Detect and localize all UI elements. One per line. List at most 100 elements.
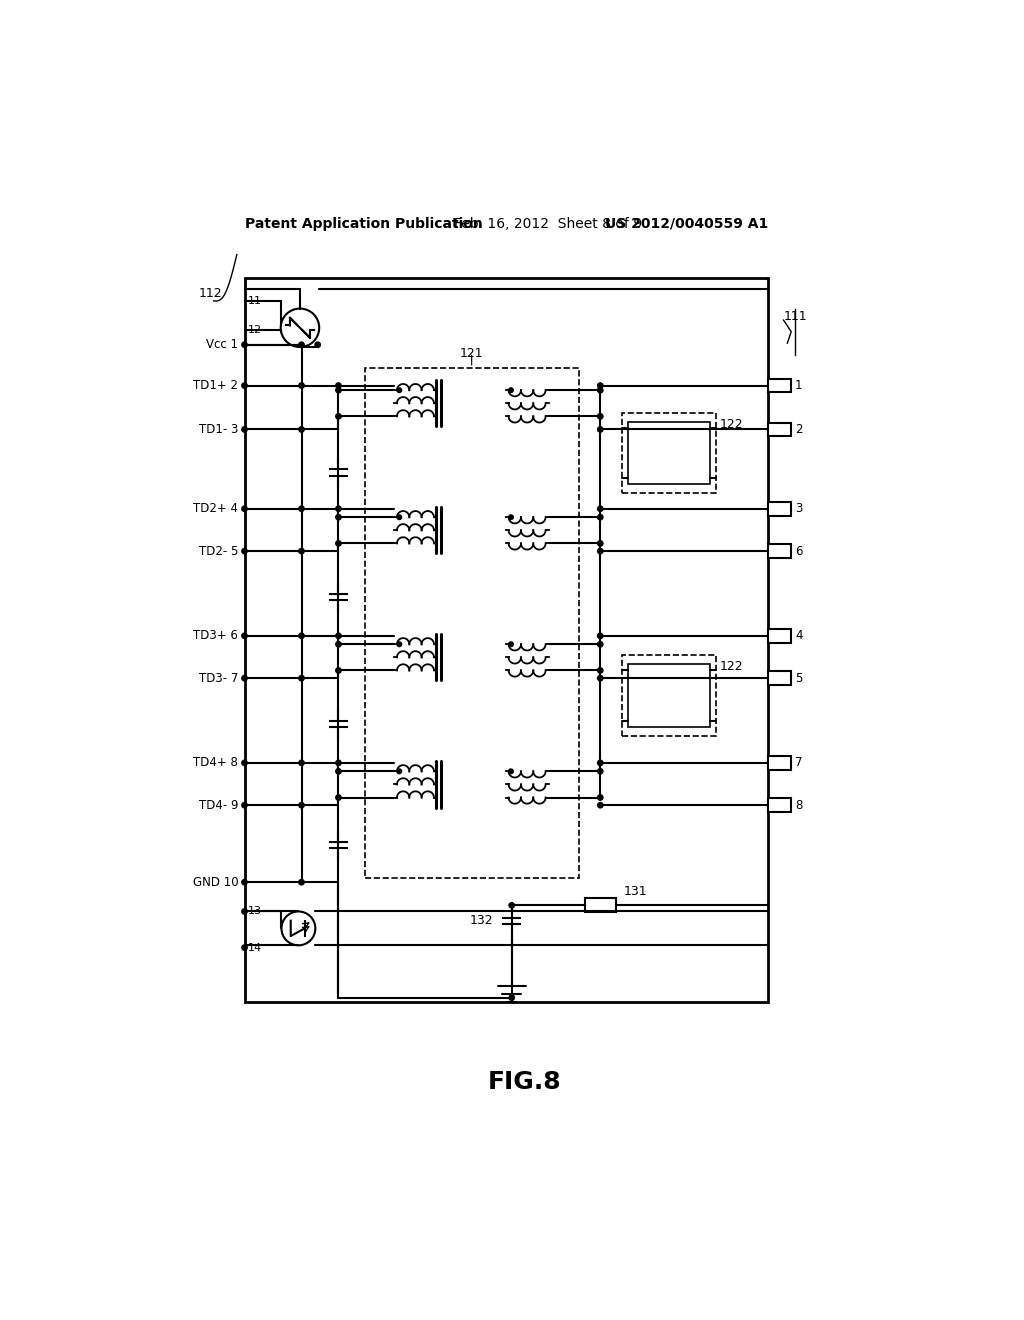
Text: TD4+ 8: TD4+ 8 (194, 756, 239, 770)
Text: 11: 11 (248, 296, 261, 306)
Circle shape (242, 506, 247, 511)
Text: TD3+ 6: TD3+ 6 (194, 630, 239, 643)
Text: 112: 112 (199, 286, 222, 300)
Circle shape (299, 383, 304, 388)
Bar (768, 379, 792, 392)
Circle shape (397, 642, 401, 647)
Text: 7: 7 (795, 756, 803, 770)
Circle shape (242, 879, 247, 884)
Circle shape (509, 903, 514, 908)
Bar (768, 799, 792, 812)
Circle shape (242, 634, 247, 639)
Circle shape (598, 426, 603, 432)
Circle shape (336, 383, 341, 388)
Circle shape (598, 515, 603, 520)
Circle shape (509, 995, 514, 1001)
Circle shape (242, 676, 247, 681)
Text: 111: 111 (783, 310, 807, 323)
Bar (366, 368, 579, 878)
Circle shape (299, 803, 304, 808)
Text: Vcc 1: Vcc 1 (207, 338, 239, 351)
Text: 2: 2 (795, 422, 803, 436)
Circle shape (598, 803, 603, 808)
Text: 4: 4 (795, 630, 803, 643)
Circle shape (242, 342, 247, 347)
Circle shape (598, 668, 603, 673)
Text: TD4- 9: TD4- 9 (199, 799, 239, 812)
Text: 132: 132 (469, 915, 493, 927)
Circle shape (598, 388, 603, 393)
Text: GND 10: GND 10 (193, 875, 239, 888)
Text: TD3- 7: TD3- 7 (199, 672, 239, 685)
Circle shape (397, 770, 401, 774)
Circle shape (242, 760, 247, 766)
Circle shape (509, 515, 513, 520)
Circle shape (397, 515, 401, 520)
Circle shape (509, 642, 513, 647)
Text: Feb. 16, 2012  Sheet 8 of 9: Feb. 16, 2012 Sheet 8 of 9 (454, 216, 642, 231)
Text: US 2012/0040559 A1: US 2012/0040559 A1 (605, 216, 768, 231)
Bar (622, 655, 716, 737)
Circle shape (299, 676, 304, 681)
Bar (768, 628, 792, 643)
Bar (628, 664, 710, 726)
Circle shape (242, 426, 247, 432)
Bar (585, 899, 615, 912)
Circle shape (242, 908, 247, 915)
Circle shape (242, 945, 247, 950)
Text: 1: 1 (795, 379, 803, 392)
Text: TD1- 3: TD1- 3 (199, 422, 239, 436)
Bar (768, 544, 792, 558)
Circle shape (336, 668, 341, 673)
Circle shape (598, 413, 603, 418)
Text: 5: 5 (795, 672, 803, 685)
Text: 3: 3 (795, 502, 803, 515)
Circle shape (242, 383, 247, 388)
Circle shape (242, 548, 247, 554)
Bar (768, 502, 792, 516)
Circle shape (598, 642, 603, 647)
Text: 8: 8 (795, 799, 803, 812)
Bar (628, 422, 710, 484)
Text: FIG.8: FIG.8 (488, 1071, 561, 1094)
Circle shape (598, 541, 603, 546)
Text: 122: 122 (720, 417, 743, 430)
Text: TD2+ 4: TD2+ 4 (194, 502, 239, 515)
Bar (768, 756, 792, 770)
Circle shape (336, 795, 341, 800)
Circle shape (336, 413, 341, 418)
Bar (768, 672, 792, 685)
Circle shape (598, 548, 603, 554)
Circle shape (336, 768, 341, 774)
Circle shape (336, 642, 341, 647)
Circle shape (336, 760, 341, 766)
Circle shape (336, 388, 341, 393)
Text: 131: 131 (624, 884, 647, 898)
Circle shape (397, 388, 401, 392)
Circle shape (299, 426, 304, 432)
Circle shape (598, 768, 603, 774)
Circle shape (315, 342, 321, 347)
Bar (768, 422, 792, 437)
Circle shape (598, 795, 603, 800)
Circle shape (299, 879, 304, 884)
Circle shape (336, 506, 341, 511)
Bar (622, 413, 716, 494)
Circle shape (598, 634, 603, 639)
Circle shape (336, 515, 341, 520)
Text: 14: 14 (248, 942, 262, 953)
Circle shape (242, 803, 247, 808)
Text: 13: 13 (248, 907, 261, 916)
Text: 12: 12 (248, 325, 262, 335)
Circle shape (299, 634, 304, 639)
Text: 121: 121 (460, 347, 483, 360)
Circle shape (598, 676, 603, 681)
Text: 122: 122 (720, 660, 743, 673)
Text: TD2- 5: TD2- 5 (199, 545, 239, 557)
Text: 6: 6 (795, 545, 803, 557)
Circle shape (336, 541, 341, 546)
Circle shape (598, 760, 603, 766)
Circle shape (299, 342, 304, 347)
Circle shape (509, 388, 513, 392)
Circle shape (299, 506, 304, 511)
